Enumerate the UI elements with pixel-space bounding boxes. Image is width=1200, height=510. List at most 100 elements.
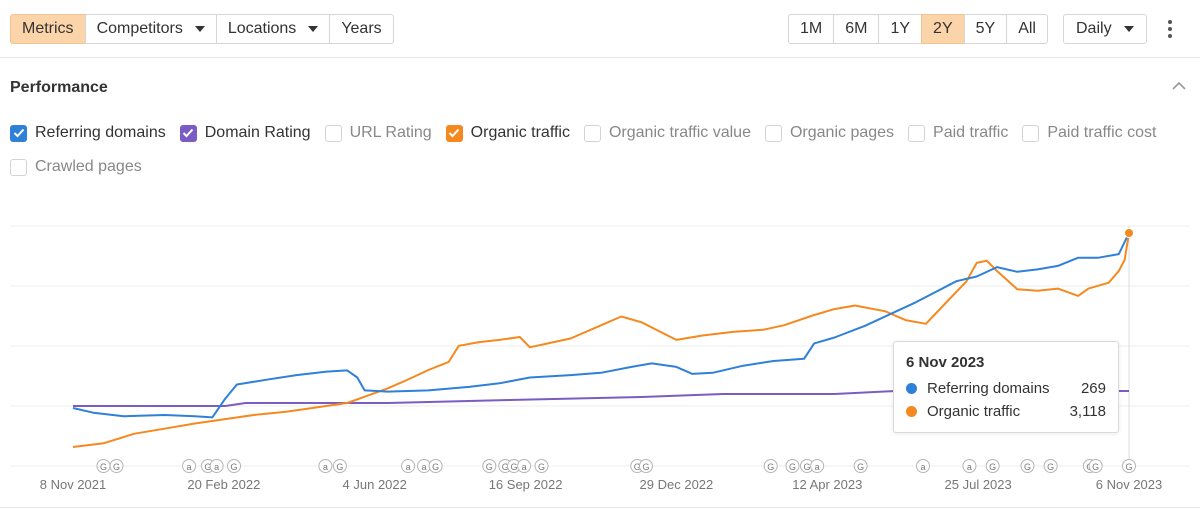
metric-toggle-referring-domains[interactable]: Referring domains <box>10 124 166 142</box>
marker-letter: a <box>815 462 820 472</box>
series-line-referring-domains <box>72 232 1130 419</box>
metric-toggle-crawled-pages[interactable]: Crawled pages <box>10 158 142 176</box>
range-1m[interactable]: 1M <box>788 14 834 44</box>
range-1y[interactable]: 1Y <box>878 14 922 44</box>
interval-label: Daily <box>1076 20 1112 37</box>
range-label: 2Y <box>933 20 953 37</box>
marker-letter: G <box>642 462 649 472</box>
ahrefs-annotation-marker: a <box>810 459 825 473</box>
marker-circle <box>638 459 653 473</box>
ahrefs-annotation-marker: a <box>962 459 977 473</box>
marker-letter: G <box>1125 462 1132 472</box>
tooltip-row: Referring domains 269 <box>906 377 1106 400</box>
marker-letter: G <box>789 462 796 472</box>
range-6m[interactable]: 6M <box>833 14 879 44</box>
tooltip-series-value: 3,118 <box>1069 403 1106 420</box>
metric-toggle-organic-traffic-value[interactable]: Organic traffic value <box>583 124 751 142</box>
marker-letter: a <box>422 462 427 472</box>
marker-letter: G <box>857 462 864 472</box>
tab-metrics[interactable]: Metrics <box>10 14 85 44</box>
ahrefs-annotation-marker: a <box>182 459 197 473</box>
range-2y[interactable]: 2Y <box>921 14 964 44</box>
google-update-marker: G <box>332 459 347 473</box>
marker-letter: G <box>634 462 641 472</box>
metric-label: Referring domains <box>35 124 166 141</box>
checkbox-unchecked-icon[interactable] <box>10 158 27 176</box>
divider <box>0 507 1200 508</box>
range-5y[interactable]: 5Y <box>963 14 1007 44</box>
metric-toggle-paid-traffic[interactable]: Paid traffic <box>908 124 1008 142</box>
marker-letter: a <box>921 462 926 472</box>
x-tick-label: 25 Jul 2023 <box>945 477 1012 492</box>
tooltip-row: Organic traffic 3,118 <box>906 400 1106 423</box>
range-buttons: 1M 6M 1Y 2Y 5Y All <box>788 14 1048 44</box>
google-update-marker: G <box>482 459 497 473</box>
checkbox-unchecked-icon[interactable] <box>1022 124 1040 142</box>
marker-letter: G <box>538 462 545 472</box>
metric-toggle-domain-rating[interactable]: Domain Rating <box>179 124 311 142</box>
chevron-down-icon <box>194 26 205 32</box>
metric-toggle-organic-traffic[interactable]: Organic traffic <box>445 124 570 142</box>
event-markers: GGaGaGaGaaGGGGaGGGGGGaGaaGGGGGG <box>96 459 1136 473</box>
marker-circle <box>763 459 778 473</box>
google-update-marker: G <box>638 459 653 473</box>
marker-letter: G <box>767 462 774 472</box>
tab-label: Metrics <box>22 20 74 37</box>
metric-toggle-paid-traffic-cost[interactable]: Paid traffic cost <box>1022 124 1156 142</box>
metric-toggle-url-rating[interactable]: URL Rating <box>324 124 432 142</box>
marker-letter: G <box>336 462 343 472</box>
range-all[interactable]: All <box>1006 14 1048 44</box>
marker-letter: G <box>231 462 238 472</box>
checkbox-unchecked-icon[interactable] <box>764 124 782 142</box>
google-update-marker: G <box>109 459 124 473</box>
x-tick-label: 29 Dec 2022 <box>640 477 714 492</box>
tab-label: Competitors <box>96 20 183 37</box>
tab-competitors[interactable]: Competitors <box>84 14 216 44</box>
metric-toggles-row-2: Crawled pages <box>10 158 156 176</box>
marker-letter: a <box>522 462 527 472</box>
marker-circle <box>853 459 868 473</box>
checkbox-checked-icon[interactable] <box>445 124 463 142</box>
checkbox-unchecked-icon[interactable] <box>908 124 926 142</box>
tab-years[interactable]: Years <box>329 14 394 44</box>
metric-label: Paid traffic <box>933 124 1009 141</box>
series-dot-icon <box>906 406 917 417</box>
marker-circle <box>1020 459 1035 473</box>
chevron-up-icon[interactable] <box>1172 81 1186 91</box>
marker-letter: G <box>432 462 439 472</box>
marker-letter: G <box>204 462 211 472</box>
marker-letter: a <box>406 462 411 472</box>
checkbox-checked-icon[interactable] <box>179 124 197 142</box>
marker-letter: G <box>1092 462 1099 472</box>
tab-locations[interactable]: Locations <box>215 14 330 44</box>
chevron-down-icon <box>308 26 319 32</box>
checkbox-unchecked-icon[interactable] <box>583 124 601 142</box>
view-tabs: Metrics Competitors Locations Years <box>10 14 394 44</box>
google-update-marker: G <box>985 459 1000 473</box>
interval-dropdown[interactable]: Daily <box>1063 14 1147 44</box>
marker-circle <box>916 459 931 473</box>
toolbar: Metrics Competitors Locations Years 1M 6M 1Y 2… <box>0 0 1200 58</box>
marker-letter: G <box>1024 462 1031 472</box>
marker-letter: a <box>323 462 328 472</box>
range-label: 1M <box>800 20 823 37</box>
checkbox-checked-icon[interactable] <box>10 124 27 142</box>
metric-label: Crawled pages <box>35 158 142 175</box>
marker-circle <box>401 459 416 473</box>
chevron-down-icon <box>1123 26 1134 32</box>
ahrefs-annotation-marker: a <box>318 459 333 473</box>
metric-label: Organic traffic value <box>608 124 751 141</box>
series-line-organic-traffic <box>72 232 1130 448</box>
google-update-marker: G <box>1088 459 1103 473</box>
x-tick-label: 8 Nov 2021 <box>40 477 107 492</box>
marker-circle <box>810 459 825 473</box>
marker-circle <box>318 459 333 473</box>
marker-letter: G <box>803 462 810 472</box>
google-update-marker: G <box>1122 459 1136 473</box>
tab-label: Years <box>341 20 382 37</box>
performance-chart[interactable]: GGaGaGaGaaGGGGaGGGGGGaGaaGGGGGG 8 Nov 20… <box>0 190 1200 500</box>
kebab-menu-icon[interactable] <box>1160 17 1180 41</box>
checkbox-unchecked-icon[interactable] <box>324 124 342 142</box>
metric-toggle-organic-pages[interactable]: Organic pages <box>764 124 894 142</box>
ahrefs-annotation-marker: a <box>517 459 532 473</box>
